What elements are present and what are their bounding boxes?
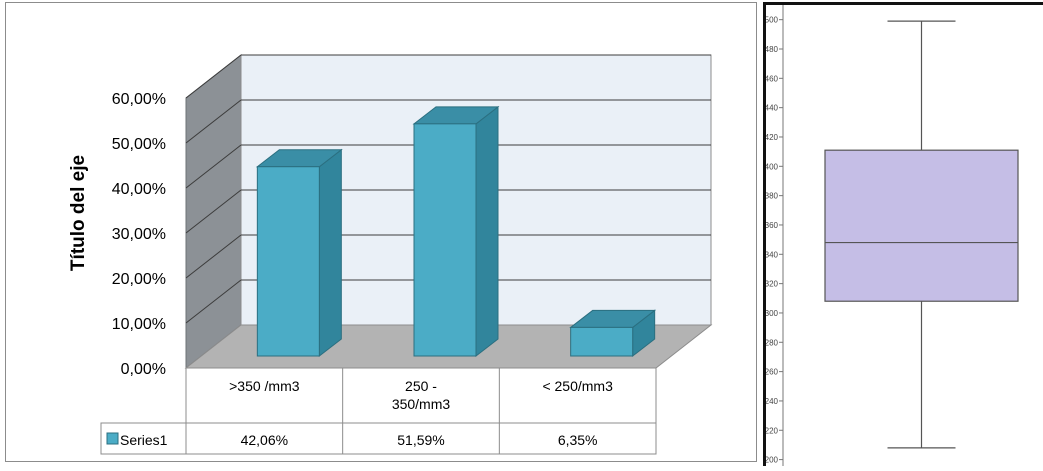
y-tick-label: 260: [766, 368, 779, 377]
bar-chart-panel: 0,00% 10,00% 20,00% 30,00% 40,00% 50,00% 60,00…: [5, 2, 757, 462]
y-tick-label: 50,00%: [112, 136, 166, 153]
y-tick-label: 340: [766, 250, 779, 259]
data-label: 42,06%: [241, 432, 288, 448]
y-tick-label: 40,00%: [112, 181, 166, 198]
gridline-side: [185, 144, 242, 189]
bar: [570, 326, 634, 357]
y-tick-label: 300: [766, 309, 779, 318]
y-tick-label: 360: [766, 221, 779, 230]
y-tick-label: 20,00%: [112, 271, 166, 288]
y-tick-label: 240: [766, 397, 779, 406]
y-tick-label: 0,00%: [121, 361, 166, 378]
y-tick-label: 220: [766, 426, 779, 435]
y-tick-label: 440: [766, 104, 779, 113]
y-tick-label: 480: [766, 45, 779, 54]
bar-side: [318, 148, 342, 358]
x-category-label: 250 -: [405, 378, 437, 394]
y-axis-title: Título del eje: [68, 155, 89, 271]
box-plot: 200 220 240 260 280 300 320 340 360 380 400 420 440 4…: [765, 5, 1019, 466]
y-tick-label: 10,00%: [112, 316, 166, 333]
y-tick-label: 400: [766, 162, 779, 171]
gridline-side: [185, 99, 242, 144]
legend-label: Series1: [120, 432, 168, 448]
gridline-side: [185, 234, 242, 279]
x-category-label: 350/mm3: [392, 396, 451, 412]
bar: [256, 166, 320, 357]
y-tick-label: 320: [766, 280, 779, 289]
y-tick-label: 420: [766, 133, 779, 142]
box: [824, 149, 1019, 302]
data-label: 6,35%: [558, 432, 598, 448]
gridline-side: [185, 54, 242, 99]
y-tick-label: 500: [766, 16, 779, 25]
y-tick-label: 30,00%: [112, 226, 166, 243]
data-label: 51,59%: [397, 432, 444, 448]
box-plot-panel: 200 220 240 260 280 300 320 340 360 380 400 420 440 4…: [763, 2, 1043, 466]
data-table: [185, 367, 657, 455]
x-category-label: < 250/mm3: [542, 378, 613, 394]
y-tick-label: 200: [766, 456, 779, 465]
bar-side: [475, 105, 499, 358]
x-category-label: >350 /mm3: [229, 378, 300, 394]
gridline-side: [185, 189, 242, 234]
y-tick-label: 280: [766, 338, 779, 347]
y-tick-label: 380: [766, 192, 779, 201]
data-table-legend-cell: [100, 422, 187, 455]
bar-chart: 0,00% 10,00% 20,00% 30,00% 40,00% 50,00% 60,00…: [68, 53, 713, 455]
legend-swatch: [106, 432, 119, 445]
y-tick-label: 60,00%: [112, 91, 166, 108]
bar: [413, 123, 477, 357]
y-tick-label: 460: [766, 74, 779, 83]
gridline-side: [185, 279, 242, 324]
